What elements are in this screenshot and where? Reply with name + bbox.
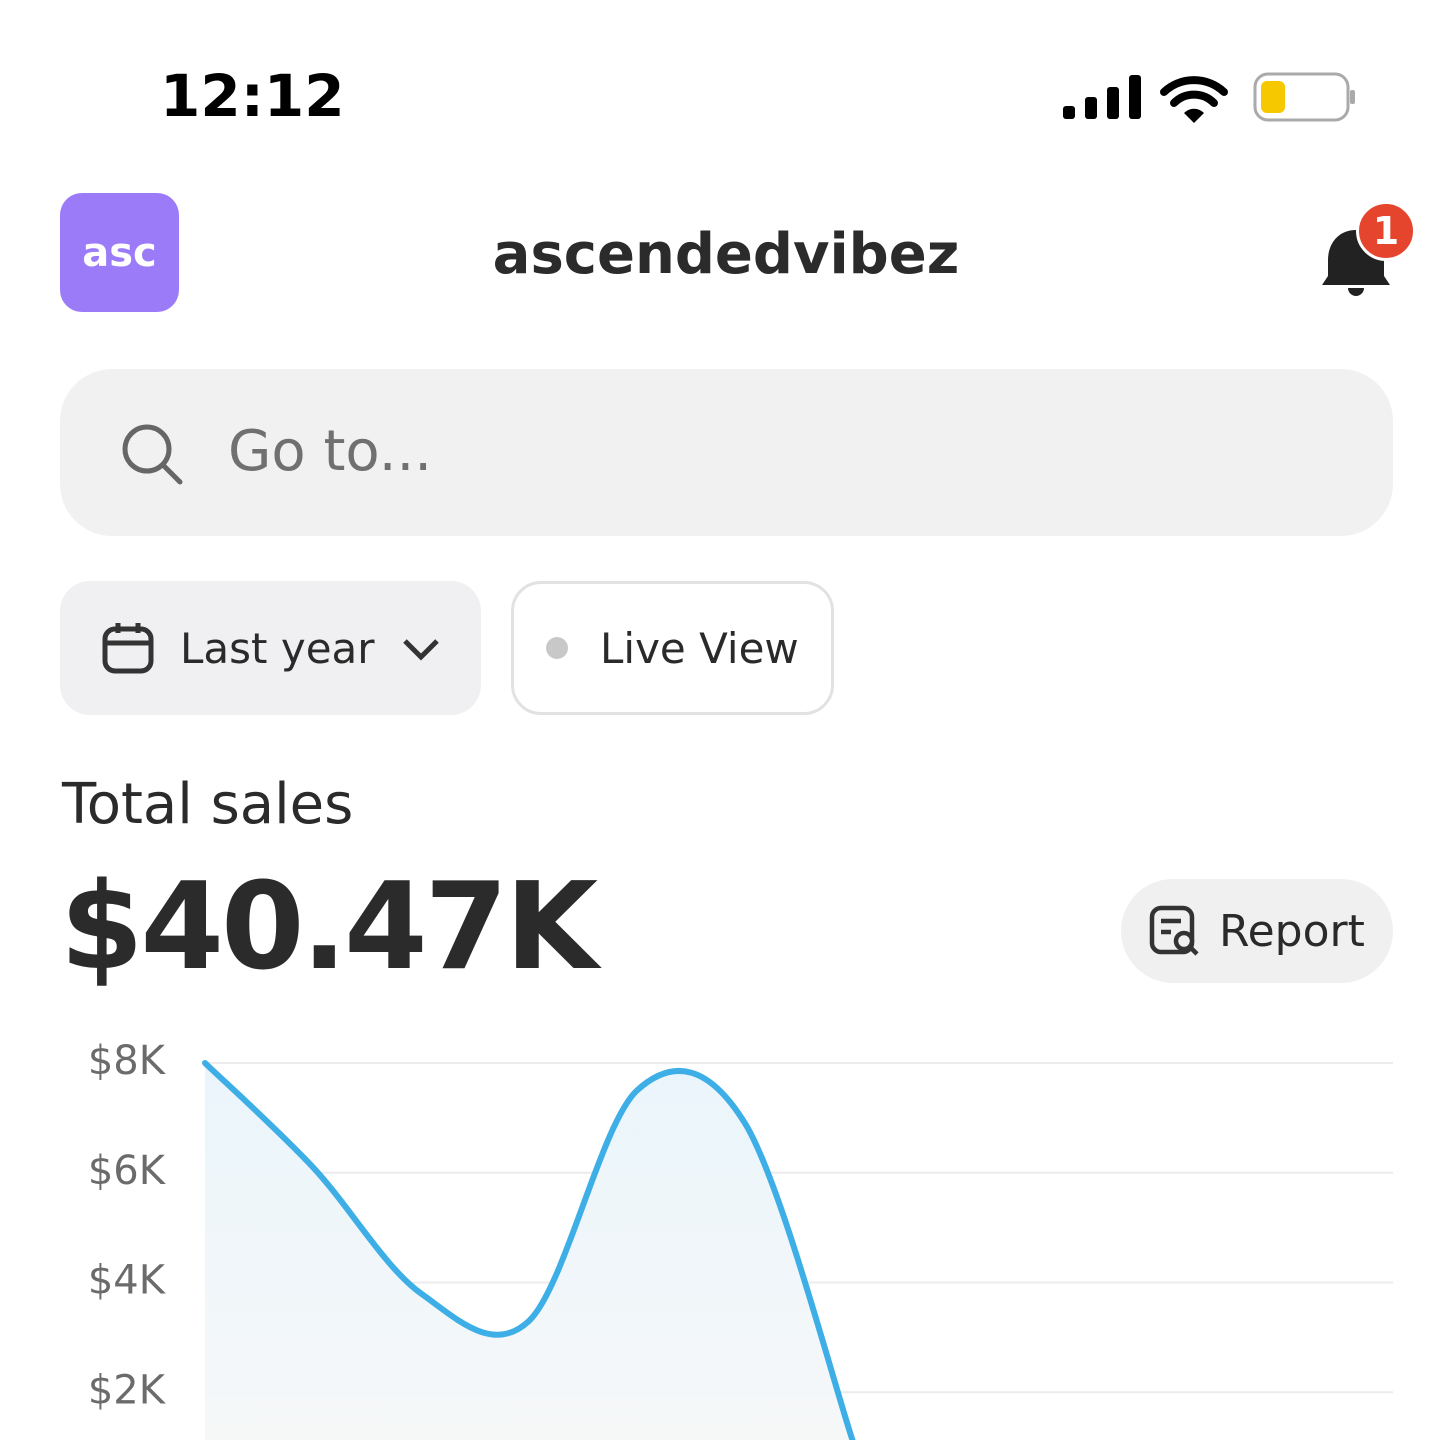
y-tick-label: $2K bbox=[88, 1367, 167, 1413]
report-label: Report bbox=[1219, 905, 1365, 957]
metric-value: $40.47K bbox=[60, 858, 598, 997]
sales-line bbox=[202, 1060, 856, 1440]
metric-label: Total sales bbox=[62, 772, 354, 837]
search-icon bbox=[122, 424, 183, 485]
y-tick-label: $4K bbox=[88, 1258, 167, 1304]
live-view-label: Live View bbox=[600, 623, 799, 673]
chevron-icon bbox=[402, 639, 439, 661]
live-view-button[interactable]: Live View bbox=[511, 581, 834, 715]
status-icons bbox=[1063, 72, 1355, 123]
live-dot bbox=[546, 637, 568, 659]
avatar[interactable]: asc bbox=[60, 193, 179, 312]
report-button[interactable]: Report bbox=[1121, 879, 1393, 983]
sales-chart: $2K $4K $6K $8K bbox=[88, 1038, 1393, 1440]
y-tick-label: $6K bbox=[88, 1148, 167, 1194]
store-name: ascendedvibez bbox=[492, 222, 960, 287]
y-tick-label: $8K bbox=[88, 1038, 167, 1084]
report-icon bbox=[1149, 905, 1199, 956]
search-bar[interactable]: Go to... bbox=[60, 369, 1393, 536]
date-filter[interactable]: Last year bbox=[60, 581, 481, 715]
calendar-icon bbox=[102, 623, 154, 674]
status-time: 12:12 bbox=[160, 62, 345, 130]
area-fill bbox=[205, 1063, 853, 1440]
date-filter-label: Last year bbox=[180, 623, 375, 673]
search-placeholder: Go to... bbox=[228, 419, 433, 484]
notification-badge: 1 bbox=[1356, 201, 1416, 261]
